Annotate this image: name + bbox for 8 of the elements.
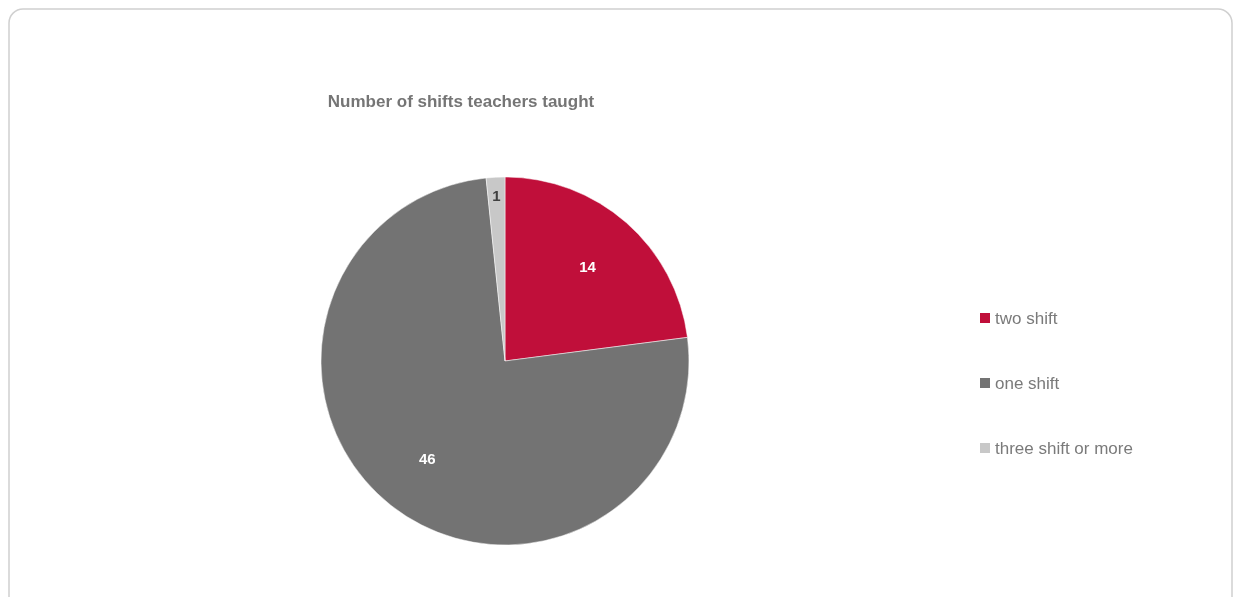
data-label: 14 [579, 258, 597, 276]
pie-slice [321, 177, 690, 546]
legend-label: one shift [995, 373, 1060, 393]
data-label: 1 [492, 186, 501, 204]
chart-title: Number of shifts teachers taught [327, 91, 595, 111]
data-label: 46 [419, 450, 436, 468]
legend-label: three shift or more [995, 438, 1133, 458]
legend-label: two shift [995, 308, 1058, 328]
